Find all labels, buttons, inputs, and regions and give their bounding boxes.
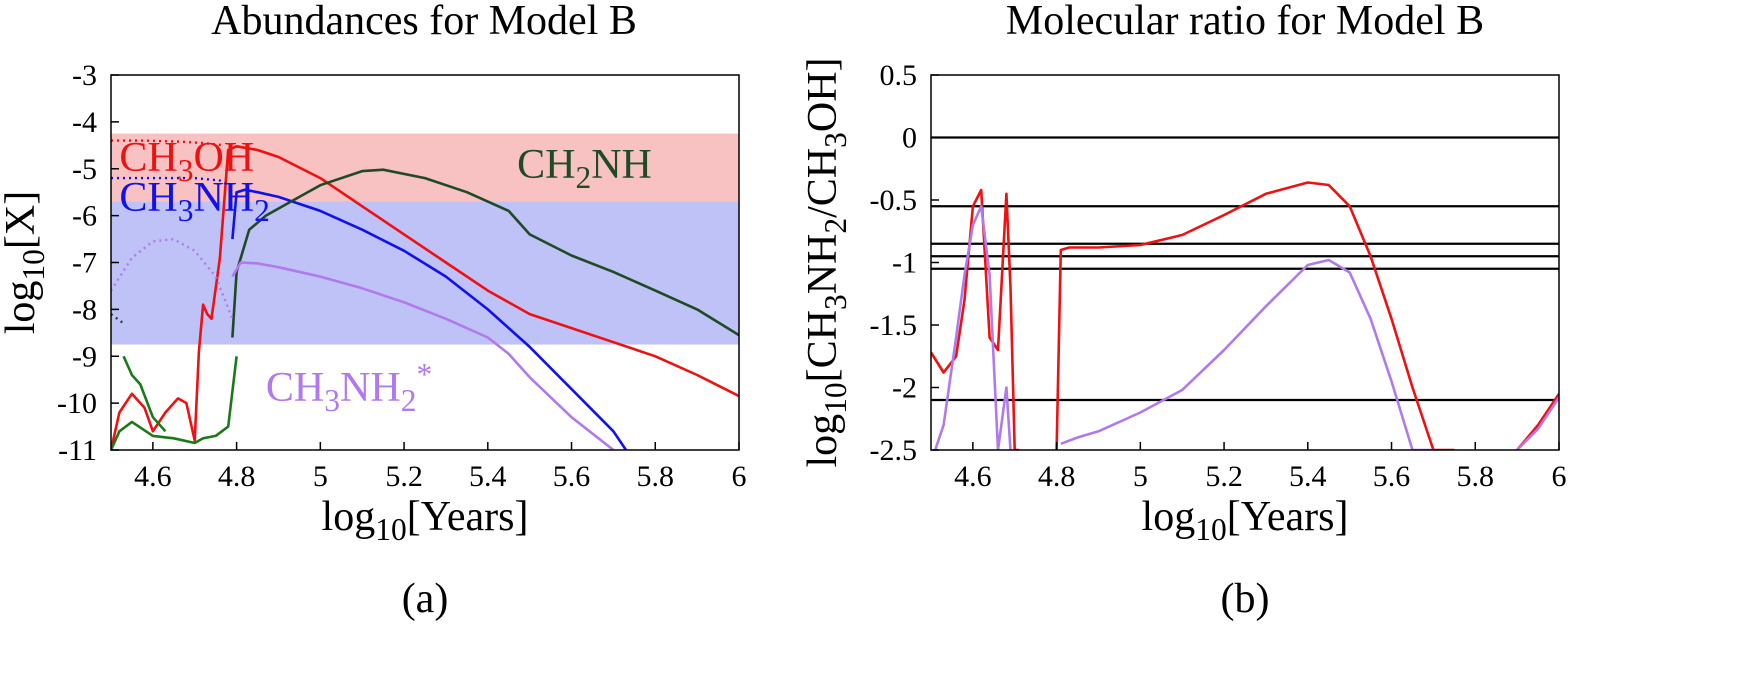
series-line-green-rise [122, 355, 167, 433]
y-tick-label: -8 [72, 293, 97, 326]
x-tick-label: 5.8 [637, 460, 675, 493]
series-line-ch3nh2-ch3oh-part2 [1055, 181, 1455, 450]
y-tick-label: -2 [892, 372, 917, 405]
y-tick-label: -6 [72, 200, 97, 233]
series-line-ch3nh2-ch3oh-part2 [1060, 258, 1434, 450]
x-tick-label: 4.8 [218, 460, 256, 493]
observed-band-0 [111, 133, 739, 202]
x-tick-label: 5.6 [553, 460, 591, 493]
series-line-ch2nh [231, 168, 739, 338]
plot-frame-b [930, 74, 1560, 451]
y-tick-label: -3 [72, 59, 97, 92]
panel-b-molecular-ratio: Molecular ratio for Model B 4.6 4.8 5 5.2 5.4… [800, 0, 1567, 622]
x-tick-label: 5 [313, 460, 328, 493]
y-tick-label: 0.5 [880, 59, 918, 92]
series-line-late-pair [1516, 393, 1559, 450]
x-tick-label: 6 [732, 460, 747, 493]
series-line-ch3oh [111, 145, 739, 450]
y-tick-label: -11 [58, 434, 97, 467]
series-line-ch2nh-dotted [111, 313, 125, 325]
series-line-late-pair-purple [1516, 396, 1559, 450]
x-tick-label: 4.6 [134, 460, 172, 493]
y-tick-label: -4 [72, 106, 97, 139]
panel-label-b: (b) [1221, 576, 1270, 622]
y-tick-label: -1 [892, 247, 917, 280]
series-group-a [111, 139, 739, 450]
x-tick-label: 5 [1133, 460, 1148, 493]
series-line-ch3oh-dotted [111, 139, 225, 147]
chart-title-a: Abundances for Model B [211, 0, 637, 44]
panel-label-a: (a) [402, 576, 449, 622]
y-axis-label-a: log10[X] [0, 191, 51, 334]
species-label-ch3nh2-: CH3NH2* [266, 357, 432, 418]
y-tick-label: -5 [72, 153, 97, 186]
x-tick-label: 5.6 [1373, 460, 1411, 493]
series-line-ch3nh2- [231, 261, 615, 450]
series-line-ch3nh2 [231, 188, 628, 450]
x-tick-label: 5.4 [469, 460, 507, 493]
y-tick-label: 0 [902, 122, 917, 155]
chart-title-b: Molecular ratio for Model B [1006, 0, 1484, 44]
species-label-ch2nh: CH2NH [517, 142, 652, 195]
species-label-ch3oh: CH3OH [119, 135, 254, 188]
x-tick-label: 4.8 [1038, 460, 1076, 493]
x-tick-label: 4.6 [954, 460, 992, 493]
series-group-b [931, 181, 1559, 450]
x-axis-label-a: log10[Years] [322, 494, 529, 547]
y-tick-label: -1.5 [870, 309, 918, 342]
y-tick-label: -0.5 [870, 184, 918, 217]
y-tick-label: -10 [57, 387, 97, 420]
x-tick-label: 5.2 [1205, 460, 1243, 493]
species-label-ch3nh2: CH3NH2 [119, 175, 270, 228]
series-line-ch3nh2-ch3oh [933, 205, 1012, 450]
x-tick-label: 6 [1552, 460, 1567, 493]
x-axis-label-b: log10[Years] [1142, 494, 1349, 547]
x-tick-label: 5.4 [1289, 460, 1327, 493]
x-tick-label: 5.2 [385, 460, 423, 493]
x-tick-label: 5.8 [1457, 460, 1495, 493]
observed-band-1 [111, 201, 739, 345]
panel-a-abundances: Abundances for Model B 4.6 4.8 5 5.2 5.4 5.6 5.… [0, 0, 747, 622]
y-tick-label: -7 [72, 247, 97, 280]
y-axis-label-b: log10[CH3NH2/CH3OH] [800, 57, 853, 467]
series-line-green-low-branch [111, 356, 238, 450]
series-line-ch3nh2-ch3oh [931, 188, 1019, 450]
y-tick-label: -2.5 [870, 434, 918, 467]
y-tick-label: -9 [72, 340, 97, 373]
